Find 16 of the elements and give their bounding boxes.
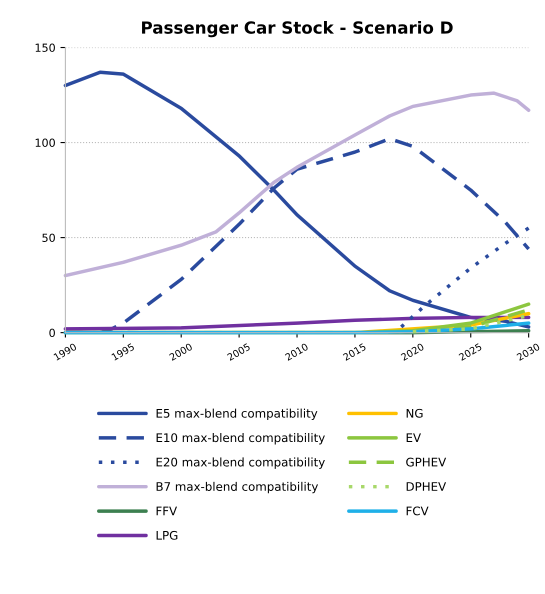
legend-label: E10 max-blend compatibility xyxy=(156,433,325,444)
legend-label: EV xyxy=(406,433,421,442)
legend-label: DPHEV xyxy=(406,482,446,491)
y-tick-label: 50 xyxy=(42,234,55,242)
legend-label: FCV xyxy=(406,506,429,516)
legend-label: NG xyxy=(406,408,423,418)
legend-label: GPHEV xyxy=(406,458,446,467)
y-tick-label: 0 xyxy=(49,328,55,338)
chart-title: Passenger Car Stock - Scenario D xyxy=(142,20,453,38)
y-tick-label: 100 xyxy=(36,138,55,147)
legend-label: B7 max-blend compatibility xyxy=(156,482,318,494)
legend-label: E5 max-blend compatibility xyxy=(156,408,318,420)
legend-label: FFV xyxy=(156,506,178,516)
legend-label: E20 max-blend compatibility xyxy=(156,457,325,469)
y-tick-label: 150 xyxy=(36,43,55,52)
legend-label: LPG xyxy=(156,530,178,540)
